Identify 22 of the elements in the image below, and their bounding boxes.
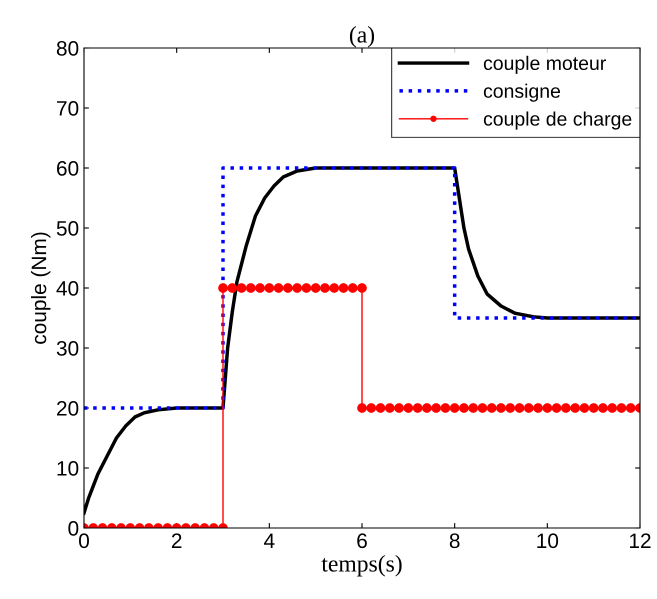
x-tick-label: 6: [357, 533, 367, 548]
x-axis-title: temps(s): [322, 555, 402, 576]
x-tick-label: 8: [450, 533, 460, 548]
y-tick-label: 30: [56, 341, 78, 356]
y-tick-label: 70: [57, 101, 78, 116]
y-tick-label: 20: [57, 401, 78, 416]
y-axis-title: couple (Nm): [30, 232, 50, 344]
y-tick-label: 50: [56, 221, 78, 236]
y-tick-label: 40: [56, 281, 78, 296]
y-tick-label: 0: [68, 521, 78, 536]
x-tick-label: 12: [630, 533, 651, 548]
chart-title: (a): [350, 26, 374, 48]
y-tick-label: 10: [58, 461, 78, 476]
x-tick-label: 4: [264, 534, 275, 548]
legend-label: couple de charge: [484, 111, 632, 130]
x-tick-label: 10: [537, 533, 558, 548]
x-tick-label: 0: [79, 533, 89, 548]
x-tick-label: 2: [172, 533, 182, 548]
y-tick-label: 60: [57, 161, 78, 176]
legend-label: consigne: [484, 84, 560, 102]
legend-label: couple moteur: [484, 56, 606, 74]
y-tick-label: 80: [56, 41, 78, 56]
